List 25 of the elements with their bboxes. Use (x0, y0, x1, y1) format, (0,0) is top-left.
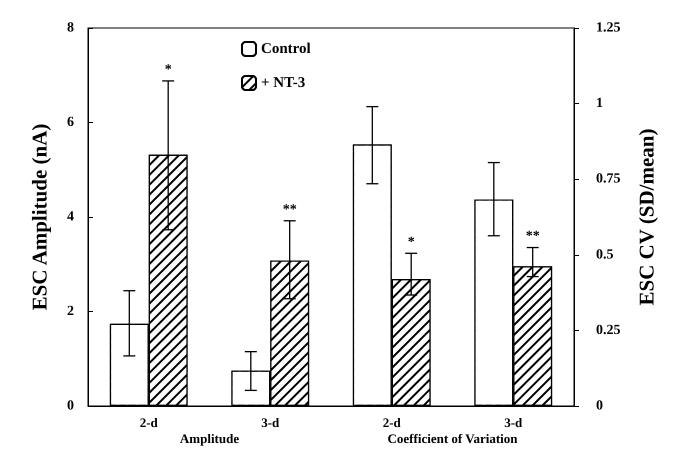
y-axis-title: ESC Amplitude (nA) (28, 124, 52, 310)
legend-label: + NT-3 (261, 75, 306, 91)
x-tick-label: 3-d (261, 415, 280, 430)
y-tick-label: 6 (67, 115, 74, 130)
y-tick-label: 0 (67, 398, 74, 414)
y-tick-label: 8 (67, 20, 74, 36)
x-tick-label: 3-d (504, 415, 524, 430)
annotation: * (164, 62, 172, 78)
y-tick-label: 2 (67, 304, 74, 319)
y2-axis-title: ESC CV (SD/mean) (634, 128, 658, 306)
x-tick-label: 2-d (140, 415, 159, 430)
y2-tick-label: 0.25 (596, 322, 620, 338)
y2-tick-label: 0.75 (596, 172, 620, 187)
annotation: * (408, 234, 415, 250)
y2-tick-label: 1.25 (596, 20, 620, 36)
annotation: ** (526, 229, 540, 244)
text: Amplitude (180, 431, 240, 446)
y2-tick-label: 0.5 (596, 247, 614, 262)
x-tick-label: 2-d (382, 415, 402, 430)
y-tick-label: 4 (67, 210, 74, 224)
y2-tick-label: 1 (596, 96, 603, 112)
text: Coefficient of Variation (388, 431, 518, 446)
annotation: ** (282, 202, 297, 218)
y2-tick-label: 0 (596, 398, 603, 414)
legend-label: Control (261, 41, 311, 57)
